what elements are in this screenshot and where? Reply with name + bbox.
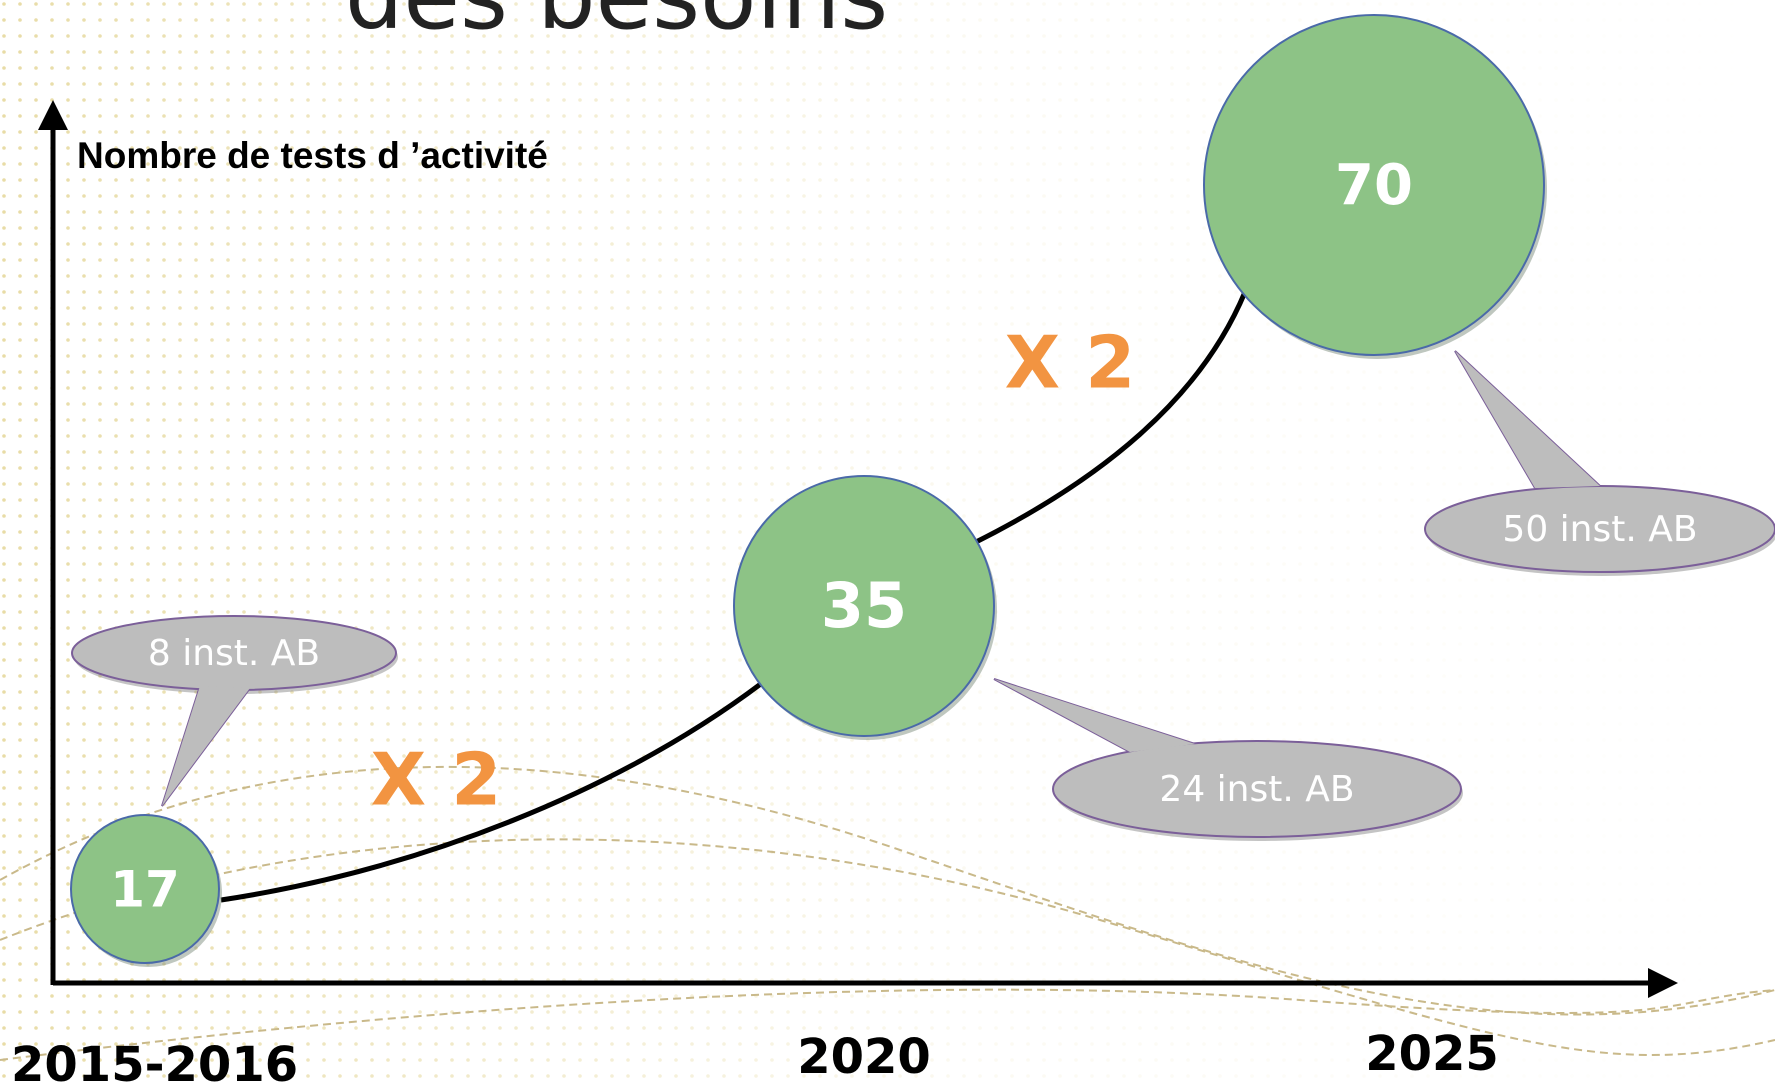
bubble (1203, 14, 1545, 356)
bubble (70, 814, 220, 964)
bubble (733, 475, 995, 737)
content: 17 8 inst. AB 2015-2016 35 24 inst. AB 2020 70… (11, 14, 1775, 1088)
period-label: 2020 (797, 1029, 931, 1085)
growth-factor: X 2 (371, 738, 502, 822)
callout-text: 50 inst. AB (1502, 509, 1697, 550)
period-label: 2015-2016 (11, 1037, 298, 1088)
callout-tail-fill (162, 686, 250, 806)
growth-curve (972, 291, 1248, 546)
period-label: 2025 (1365, 1026, 1499, 1082)
bubble-value: 70 (1335, 153, 1413, 218)
callout-text: 8 inst. AB (148, 633, 320, 674)
y-axis-label: Nombre de tests d ’activité (77, 135, 548, 176)
growth-curve (220, 681, 764, 903)
growth-factor: X 2 (1005, 321, 1136, 405)
bubble-value: 35 (821, 569, 907, 642)
decorative-waves (0, 765, 1775, 1061)
bubble-value: 17 (110, 861, 180, 919)
callout-text: 24 inst. AB (1159, 769, 1354, 810)
callout (1052, 740, 1462, 838)
callout-tail-fill (1455, 351, 1600, 488)
slide-title: des besoins (345, 0, 888, 50)
callout-tail-fill (994, 679, 1195, 752)
